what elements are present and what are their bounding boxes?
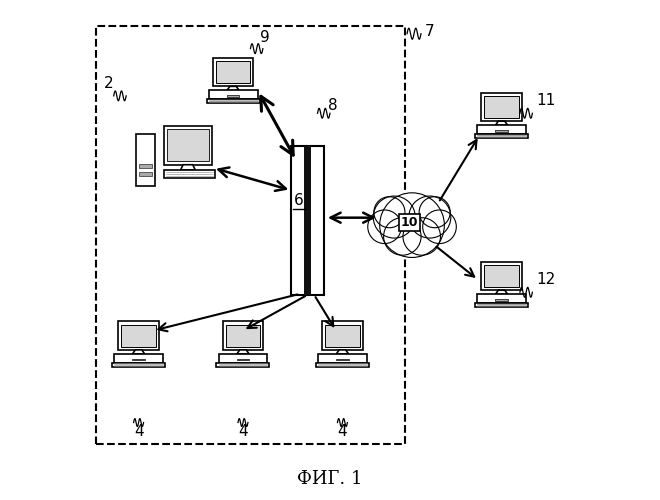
FancyBboxPatch shape (133, 359, 145, 360)
Circle shape (422, 210, 456, 244)
Text: 11: 11 (537, 94, 556, 108)
Circle shape (374, 196, 405, 228)
Circle shape (403, 218, 440, 255)
Text: 4: 4 (238, 424, 248, 439)
FancyBboxPatch shape (207, 99, 259, 103)
Circle shape (383, 218, 421, 255)
FancyBboxPatch shape (164, 126, 212, 164)
FancyBboxPatch shape (216, 362, 269, 366)
Circle shape (368, 210, 401, 244)
FancyBboxPatch shape (218, 354, 267, 363)
Polygon shape (496, 290, 508, 294)
Text: ФИГ. 1: ФИГ. 1 (297, 470, 363, 488)
FancyBboxPatch shape (139, 164, 152, 168)
Text: 8: 8 (327, 98, 337, 114)
FancyBboxPatch shape (318, 354, 367, 363)
FancyBboxPatch shape (112, 362, 165, 366)
Text: 7: 7 (424, 24, 434, 38)
FancyBboxPatch shape (213, 58, 253, 86)
FancyBboxPatch shape (227, 96, 239, 97)
FancyBboxPatch shape (136, 134, 155, 186)
FancyBboxPatch shape (226, 324, 260, 346)
Circle shape (379, 193, 444, 258)
Text: 9: 9 (261, 30, 270, 44)
FancyBboxPatch shape (337, 359, 348, 360)
FancyBboxPatch shape (484, 265, 519, 287)
Text: 4: 4 (134, 424, 143, 439)
Polygon shape (227, 86, 239, 90)
Text: 4: 4 (338, 424, 347, 439)
FancyBboxPatch shape (216, 61, 250, 83)
FancyBboxPatch shape (475, 303, 528, 307)
FancyBboxPatch shape (322, 322, 363, 350)
Text: 12: 12 (537, 272, 556, 287)
FancyBboxPatch shape (139, 172, 152, 176)
FancyBboxPatch shape (484, 96, 519, 118)
FancyBboxPatch shape (209, 90, 257, 100)
FancyBboxPatch shape (496, 130, 508, 132)
FancyBboxPatch shape (316, 362, 369, 366)
FancyBboxPatch shape (118, 322, 159, 350)
Polygon shape (237, 350, 249, 354)
Circle shape (419, 196, 450, 228)
FancyBboxPatch shape (481, 262, 522, 290)
FancyBboxPatch shape (475, 134, 528, 138)
Text: 10: 10 (401, 216, 418, 229)
FancyBboxPatch shape (481, 92, 522, 121)
FancyBboxPatch shape (222, 322, 263, 350)
FancyBboxPatch shape (121, 324, 156, 346)
Polygon shape (181, 164, 195, 170)
FancyBboxPatch shape (325, 324, 360, 346)
FancyBboxPatch shape (304, 146, 311, 294)
FancyBboxPatch shape (167, 129, 209, 162)
Text: 2: 2 (104, 76, 114, 91)
FancyBboxPatch shape (237, 359, 249, 360)
Text: 6: 6 (294, 193, 304, 208)
Polygon shape (496, 121, 508, 125)
FancyBboxPatch shape (114, 354, 163, 363)
FancyBboxPatch shape (496, 299, 508, 301)
FancyBboxPatch shape (164, 170, 215, 177)
Circle shape (409, 196, 451, 238)
Polygon shape (133, 350, 145, 354)
Circle shape (374, 196, 415, 238)
FancyBboxPatch shape (292, 146, 324, 294)
Polygon shape (337, 350, 348, 354)
FancyBboxPatch shape (477, 125, 526, 134)
FancyBboxPatch shape (477, 294, 526, 304)
